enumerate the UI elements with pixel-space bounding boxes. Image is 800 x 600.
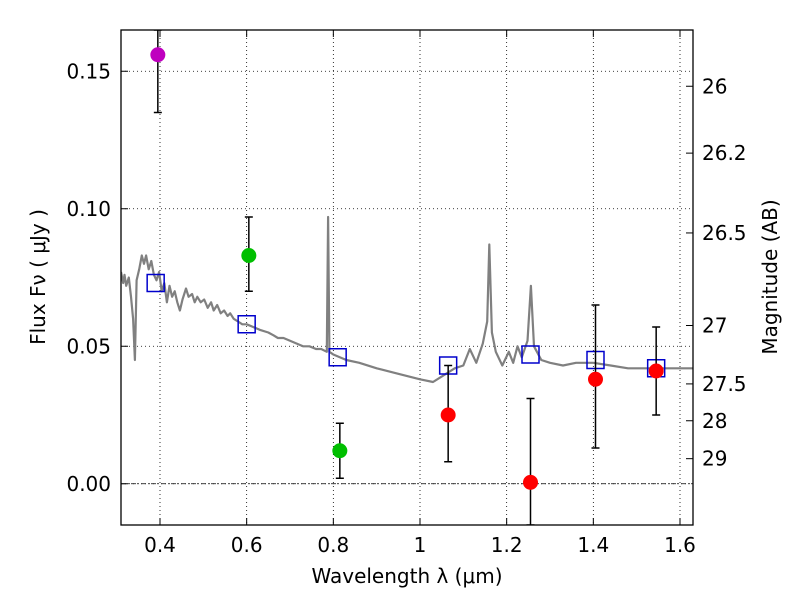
y-tick-label: 0.15 <box>66 59 111 83</box>
observed-flux-point <box>332 443 348 459</box>
y-axis-label: Flux Fν ( μJy ) <box>26 209 50 345</box>
mag-tick-label: 26 <box>702 74 727 98</box>
x-tick-label: 1.6 <box>664 533 696 557</box>
observed-flux-point <box>588 371 603 387</box>
mag-tick-label: 26.5 <box>702 221 747 245</box>
mag-tick-label: 29 <box>702 447 727 471</box>
mag-tick-label: 27 <box>702 314 727 338</box>
observed-flux-point <box>150 47 166 63</box>
x-tick-label: 1.2 <box>491 533 523 557</box>
axes: 0.4 0.6 0.8 1 1.2 1.4 1.6 0.00 0.05 0.10 0.15 26 26.… <box>66 30 747 557</box>
observed-flux-point <box>523 474 538 490</box>
y-tick-label: 0.00 <box>66 472 111 496</box>
mag-tick-label: 27.5 <box>702 372 747 396</box>
mag-tick-label: 26.2 <box>702 141 747 165</box>
model-flux-square <box>146 273 165 293</box>
observed-flux-point <box>241 248 257 263</box>
model-flux-square <box>237 315 256 334</box>
y2-axis-label: Magnitude (AB) <box>758 199 782 354</box>
model-flux-square <box>328 348 347 367</box>
y-tick-label: 0.10 <box>66 197 111 221</box>
plot-frame <box>120 29 694 526</box>
x-tick-label: 0.4 <box>144 533 176 557</box>
y-tick-label: 0.05 <box>66 334 111 358</box>
observed-flux-point <box>440 407 456 423</box>
plot-area <box>121 30 693 525</box>
x-tick-label: 1.4 <box>577 533 609 557</box>
x-tick-label: 0.8 <box>317 533 349 557</box>
observed-flux-point <box>648 363 664 379</box>
model-flux-square <box>521 345 540 364</box>
grid <box>121 30 693 525</box>
template-spectrum-line <box>121 215 693 384</box>
x-tick-label: 1 <box>414 533 427 557</box>
x-tick-label: 0.6 <box>231 533 263 557</box>
mag-tick-label: 28 <box>702 409 727 433</box>
plot-layer <box>121 30 693 525</box>
x-axis-label: Wavelength λ (μm) <box>311 564 502 588</box>
